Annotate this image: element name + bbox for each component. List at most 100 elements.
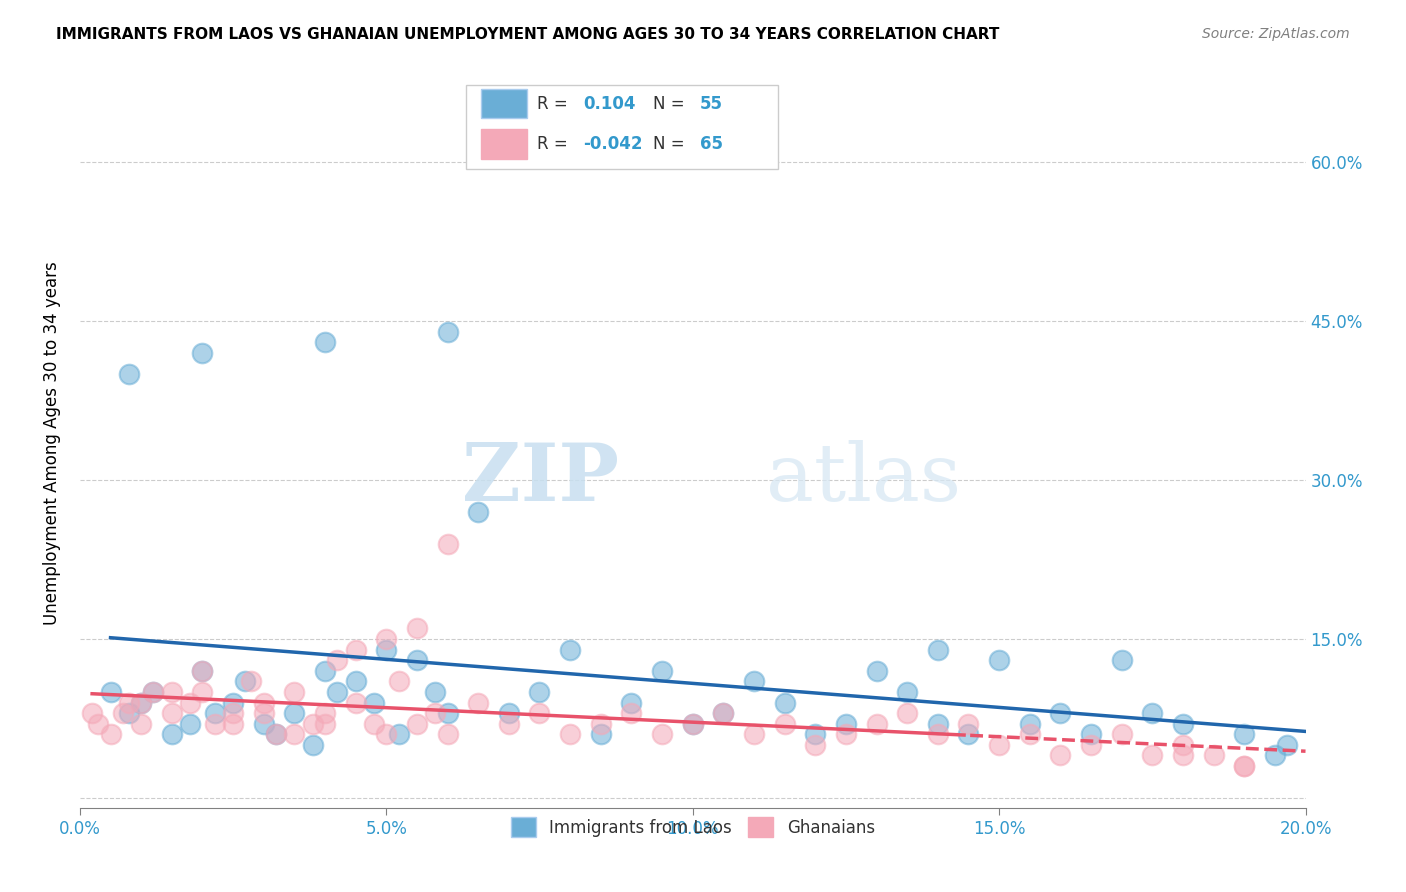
- Point: [191, 664, 214, 678]
- Text: atlas: atlas: [766, 441, 962, 518]
- Point: [406, 621, 429, 635]
- Text: ZIP: ZIP: [463, 441, 619, 518]
- Bar: [481, 129, 527, 159]
- Text: Source: ZipAtlas.com: Source: ZipAtlas.com: [1202, 27, 1350, 41]
- Point: [1171, 738, 1194, 752]
- Point: [264, 727, 287, 741]
- Point: [1233, 759, 1256, 773]
- Point: [425, 685, 447, 699]
- Point: [1202, 748, 1225, 763]
- Point: [314, 706, 336, 720]
- Point: [204, 716, 226, 731]
- Point: [100, 685, 122, 699]
- Point: [326, 685, 349, 699]
- Point: [264, 727, 287, 741]
- Point: [896, 706, 918, 720]
- Point: [160, 727, 183, 741]
- Point: [1171, 748, 1194, 763]
- Point: [129, 716, 152, 731]
- Point: [651, 664, 673, 678]
- Point: [253, 706, 276, 720]
- Point: [711, 706, 734, 720]
- Point: [927, 716, 949, 731]
- Point: [1171, 716, 1194, 731]
- Point: [558, 642, 581, 657]
- Point: [620, 696, 643, 710]
- Point: [314, 664, 336, 678]
- Point: [253, 696, 276, 710]
- Point: [118, 367, 141, 381]
- Point: [957, 716, 980, 731]
- Point: [742, 727, 765, 741]
- Point: [589, 727, 612, 741]
- Point: [835, 716, 858, 731]
- Point: [314, 335, 336, 350]
- Point: [129, 696, 152, 710]
- Point: [1233, 727, 1256, 741]
- Point: [1111, 653, 1133, 667]
- Point: [773, 696, 796, 710]
- Point: [1275, 738, 1298, 752]
- Point: [988, 738, 1011, 752]
- Text: -0.042: -0.042: [583, 135, 643, 153]
- Point: [988, 653, 1011, 667]
- Text: 0.104: 0.104: [583, 95, 636, 112]
- Point: [301, 738, 323, 752]
- Text: 65: 65: [700, 135, 723, 153]
- Point: [436, 325, 458, 339]
- Point: [100, 727, 122, 741]
- Point: [253, 716, 276, 731]
- Point: [160, 706, 183, 720]
- Point: [498, 706, 520, 720]
- Point: [436, 536, 458, 550]
- Point: [804, 727, 827, 741]
- Point: [865, 716, 887, 731]
- Point: [742, 674, 765, 689]
- Point: [111, 706, 134, 720]
- Point: [425, 706, 447, 720]
- Point: [191, 685, 214, 699]
- Point: [283, 727, 305, 741]
- Point: [406, 716, 429, 731]
- Point: [222, 696, 245, 710]
- Point: [927, 642, 949, 657]
- Point: [620, 706, 643, 720]
- Point: [1049, 748, 1071, 763]
- Point: [436, 706, 458, 720]
- Point: [375, 642, 398, 657]
- Point: [375, 632, 398, 646]
- Bar: [481, 89, 527, 119]
- Point: [222, 706, 245, 720]
- Point: [375, 727, 398, 741]
- Point: [467, 696, 489, 710]
- Point: [191, 664, 214, 678]
- Point: [179, 696, 201, 710]
- Text: N =: N =: [654, 135, 690, 153]
- Point: [1142, 748, 1164, 763]
- Point: [804, 738, 827, 752]
- Point: [191, 346, 214, 360]
- Point: [233, 674, 256, 689]
- Point: [498, 716, 520, 731]
- Point: [179, 716, 201, 731]
- Legend: Immigrants from Laos, Ghanaians: Immigrants from Laos, Ghanaians: [503, 810, 882, 844]
- Point: [1233, 759, 1256, 773]
- Point: [344, 642, 367, 657]
- Point: [314, 716, 336, 731]
- Point: [865, 664, 887, 678]
- Text: 55: 55: [700, 95, 723, 112]
- Point: [142, 685, 165, 699]
- Text: R =: R =: [537, 95, 574, 112]
- Bar: [465, 85, 779, 169]
- Point: [651, 727, 673, 741]
- Point: [773, 716, 796, 731]
- Point: [1264, 748, 1286, 763]
- Text: N =: N =: [654, 95, 690, 112]
- Point: [529, 685, 551, 699]
- Point: [711, 706, 734, 720]
- Point: [682, 716, 704, 731]
- Point: [222, 716, 245, 731]
- Point: [467, 505, 489, 519]
- Text: R =: R =: [537, 135, 574, 153]
- Point: [363, 696, 385, 710]
